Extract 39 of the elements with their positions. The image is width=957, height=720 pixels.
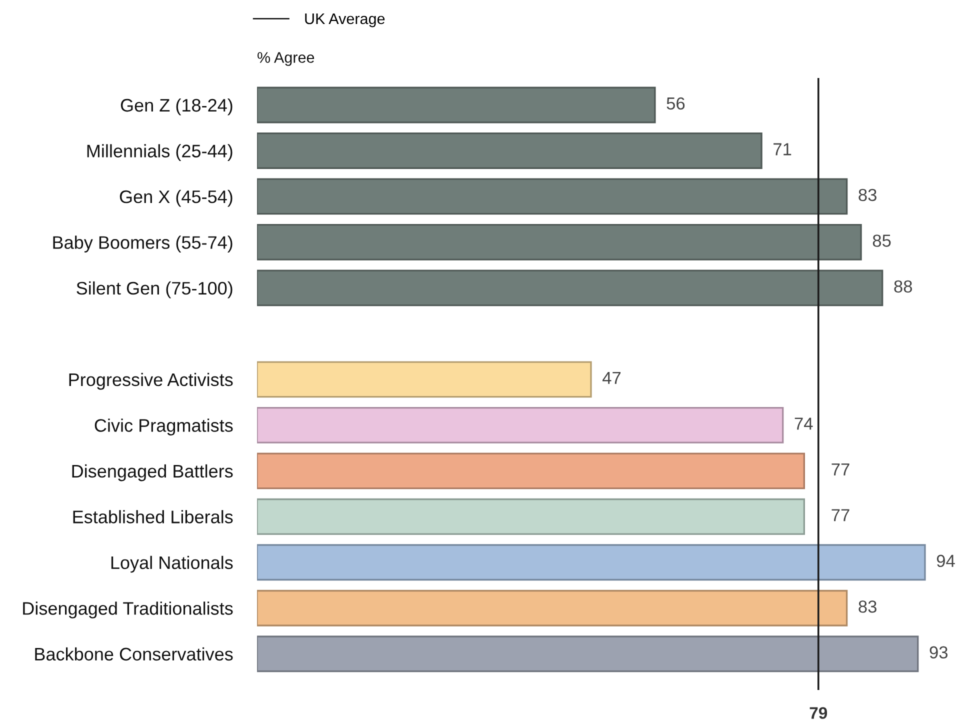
bar (257, 590, 848, 626)
data-label: 94 (936, 554, 955, 568)
y-tick-label: Disengaged Traditionalists (23, 602, 233, 618)
bar (257, 406, 784, 444)
data-label: 83 (858, 600, 876, 613)
y-tick-label: Baby Boomers (55-74) (53, 236, 232, 252)
y-tick-label: Loyal Nationals (111, 556, 233, 573)
y-tick-label: Progressive Activists (69, 372, 233, 390)
data-label: 74 (794, 418, 813, 430)
text: 79 (810, 707, 828, 719)
legend-label: UK Average (305, 14, 385, 28)
y-tick-label: Gen X (45-54) (120, 190, 232, 207)
bar (257, 86, 656, 124)
bar (257, 178, 848, 215)
bar (257, 544, 926, 581)
data-label: 71 (774, 143, 792, 156)
y-tick-label: Civic Pragmatists (94, 418, 233, 436)
data-label: 88 (894, 280, 912, 293)
y-tick-label: Established Liberals (73, 510, 233, 524)
y-tick-label: Disengaged Battlers (72, 464, 233, 482)
y-tick-label: Millennials (25-44) (87, 144, 232, 162)
data-label: 77 (832, 509, 850, 522)
bar (257, 361, 592, 398)
bar (257, 224, 862, 260)
data-label: 47 (602, 372, 621, 384)
bar (257, 498, 806, 535)
data-label: 56 (666, 97, 685, 110)
bar (257, 636, 919, 672)
bar (257, 270, 884, 306)
data-label: 85 (872, 234, 891, 247)
bar (257, 452, 806, 490)
y-tick-label: Backbone Conservatives (35, 647, 233, 661)
bar (257, 132, 762, 169)
data-label: 93 (930, 646, 948, 659)
data-label: 77 (832, 463, 850, 476)
data-label: 83 (858, 188, 876, 202)
y-tick-label: Gen Z (18-24) (120, 98, 232, 116)
y-tick-label: Silent Gen (75-100) (76, 281, 232, 298)
x-axis-title: % Agree (258, 52, 314, 66)
